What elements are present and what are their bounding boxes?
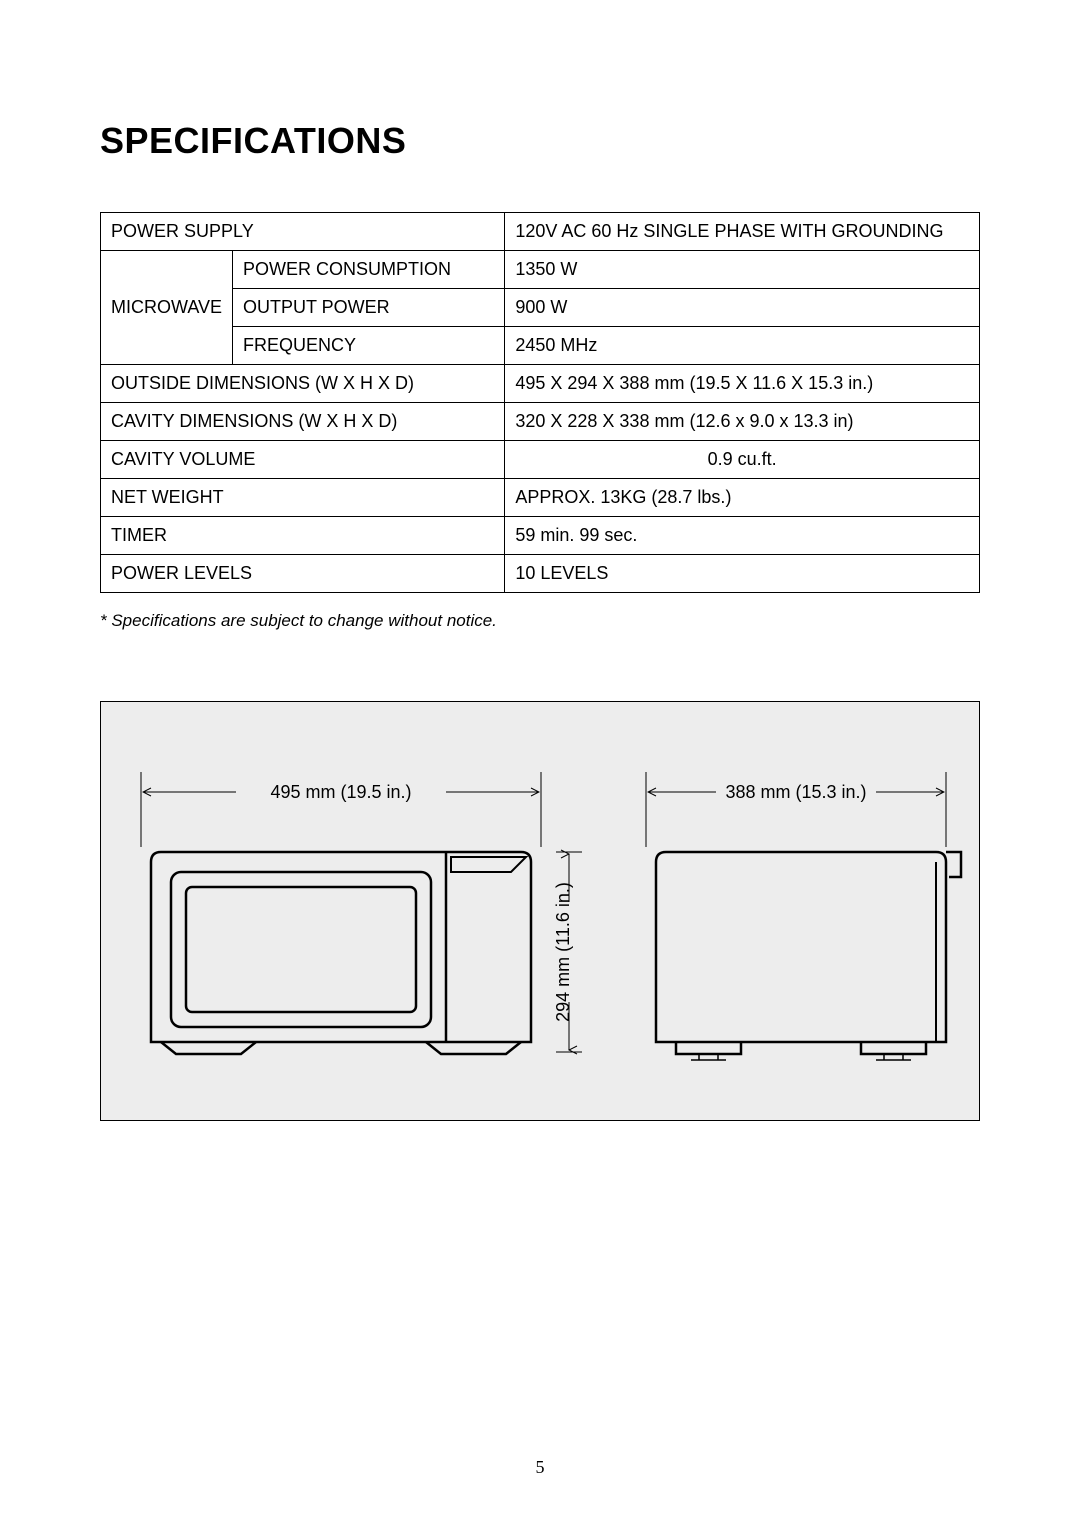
table-row: TIMER 59 min. 99 sec. [101, 517, 980, 555]
specifications-table: POWER SUPPLY 120V AC 60 Hz SINGLE PHASE … [100, 212, 980, 593]
diagram-svg: 495 mm (19.5 in.) 388 mm (15.3 in.) 294 … [101, 702, 979, 1120]
table-row: OUTSIDE DIMENSIONS (W X H X D) 495 X 294… [101, 365, 980, 403]
frequency-value: 2450 MHz [505, 327, 980, 365]
output-power-value: 900 W [505, 289, 980, 327]
cavity-vol-value: 0.9 cu.ft. [505, 441, 980, 479]
cavity-dim-value: 320 X 228 X 338 mm (12.6 x 9.0 x 13.3 in… [505, 403, 980, 441]
cavity-vol-label: CAVITY VOLUME [101, 441, 505, 479]
width-dim-label: 495 mm (19.5 in.) [270, 782, 411, 802]
net-weight-value: APPROX. 13KG (28.7 lbs.) [505, 479, 980, 517]
outside-dim-value: 495 X 294 X 388 mm (19.5 X 11.6 X 15.3 i… [505, 365, 980, 403]
power-supply-value: 120V AC 60 Hz SINGLE PHASE WITH GROUNDIN… [505, 213, 980, 251]
power-levels-label: POWER LEVELS [101, 555, 505, 593]
microwave-label: MICROWAVE [101, 251, 233, 365]
table-row: CAVITY VOLUME 0.9 cu.ft. [101, 441, 980, 479]
table-row: NET WEIGHT APPROX. 13KG (28.7 lbs.) [101, 479, 980, 517]
table-row: MICROWAVE POWER CONSUMPTION 1350 W [101, 251, 980, 289]
power-consumption-value: 1350 W [505, 251, 980, 289]
timer-value: 59 min. 99 sec. [505, 517, 980, 555]
table-row: POWER LEVELS 10 LEVELS [101, 555, 980, 593]
power-levels-value: 10 LEVELS [505, 555, 980, 593]
output-power-label: OUTPUT POWER [233, 289, 505, 327]
manual-page: SPECIFICATIONS POWER SUPPLY 120V AC 60 H… [0, 0, 1080, 1528]
cavity-dim-label: CAVITY DIMENSIONS (W X H X D) [101, 403, 505, 441]
dimension-diagram: 495 mm (19.5 in.) 388 mm (15.3 in.) 294 … [100, 701, 980, 1121]
net-weight-label: NET WEIGHT [101, 479, 505, 517]
table-row: CAVITY DIMENSIONS (W X H X D) 320 X 228 … [101, 403, 980, 441]
table-row: FREQUENCY 2450 MHz [101, 327, 980, 365]
height-dim-label: 294 mm (11.6 in.) [553, 882, 573, 1022]
table-row: POWER SUPPLY 120V AC 60 Hz SINGLE PHASE … [101, 213, 980, 251]
power-supply-label: POWER SUPPLY [101, 213, 505, 251]
power-consumption-label: POWER CONSUMPTION [233, 251, 505, 289]
timer-label: TIMER [101, 517, 505, 555]
page-number: 5 [0, 1457, 1080, 1478]
frequency-label: FREQUENCY [233, 327, 505, 365]
footnote: * Specifications are subject to change w… [100, 611, 980, 631]
page-title: SPECIFICATIONS [100, 120, 980, 162]
depth-dim-label: 388 mm (15.3 in.) [725, 782, 866, 802]
outside-dim-label: OUTSIDE DIMENSIONS (W X H X D) [101, 365, 505, 403]
table-row: OUTPUT POWER 900 W [101, 289, 980, 327]
